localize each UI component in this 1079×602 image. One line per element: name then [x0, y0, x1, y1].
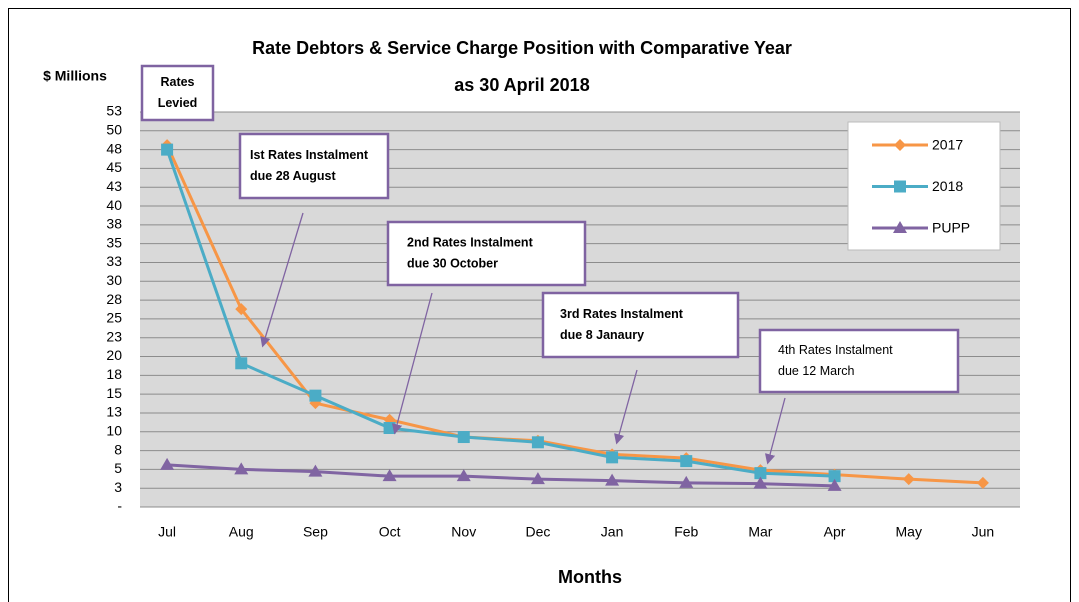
y-tick-label: 53 — [106, 103, 122, 119]
legend-label: 2017 — [932, 137, 963, 153]
y-tick-label: 40 — [106, 197, 122, 213]
chart-title: Rate Debtors & Service Charge Position w… — [252, 38, 792, 58]
annotation-text: due 30 October — [407, 256, 498, 270]
x-tick-label: Jun — [972, 524, 995, 540]
x-tick-label: Jul — [158, 524, 176, 540]
marker — [902, 473, 915, 486]
marker — [456, 469, 471, 482]
marker — [893, 221, 907, 233]
marker — [827, 478, 842, 491]
marker — [235, 303, 248, 316]
annotation-box — [541, 291, 740, 359]
y-tick-label: 10 — [106, 422, 122, 438]
annotation-box — [758, 328, 960, 394]
x-tick-label: Aug — [229, 524, 254, 540]
y-tick-label: 8 — [114, 441, 122, 457]
y-tick-label: 15 — [106, 385, 122, 401]
y-tick-label: 43 — [106, 178, 122, 194]
marker — [457, 431, 470, 444]
y-tick-label: 5 — [114, 460, 122, 476]
y-tick-label: - — [117, 498, 122, 514]
annotation-text: due 12 March — [778, 364, 854, 378]
annotation-arrow — [614, 369, 638, 445]
marker — [754, 467, 767, 480]
y-tick-label: 13 — [106, 404, 122, 420]
marker — [382, 469, 397, 482]
y-tick-label: 23 — [106, 328, 122, 344]
marker — [680, 455, 693, 468]
x-tick-label: Oct — [379, 524, 401, 540]
annotation-box — [140, 64, 215, 122]
annotation-arrow — [764, 397, 786, 465]
marker — [828, 470, 841, 483]
x-tick-label: Nov — [451, 524, 476, 540]
y-tick-label: 30 — [106, 272, 122, 288]
marker — [161, 143, 174, 156]
y-axis-label: $ Millions — [43, 68, 107, 84]
series-line — [165, 144, 983, 485]
x-tick-label: Mar — [748, 524, 772, 540]
legend-label: 2018 — [932, 178, 963, 194]
y-tick-label: 25 — [106, 310, 122, 326]
marker — [531, 436, 544, 449]
annotation-text: Rates — [160, 75, 194, 89]
marker — [235, 357, 248, 370]
x-tick-label: Sep — [303, 524, 328, 540]
marker — [234, 462, 249, 475]
marker — [679, 475, 694, 488]
y-tick-label: 35 — [106, 234, 122, 250]
y-tick-label: 28 — [106, 291, 122, 307]
marker — [605, 473, 620, 486]
y-tick-label: 48 — [106, 140, 122, 156]
x-tick-label: Apr — [824, 524, 846, 540]
y-tick-label: 3 — [114, 479, 122, 495]
annotation-text: due 28 August — [250, 169, 336, 183]
annotation-text: 2nd Rates Instalment — [407, 235, 534, 249]
x-tick-label: Feb — [674, 524, 698, 540]
annotation-box — [238, 132, 390, 200]
annotation-text: Ist Rates Instalment — [250, 148, 369, 162]
series-line — [165, 149, 835, 478]
marker — [530, 472, 545, 485]
marker — [753, 476, 768, 489]
y-tick-label: 18 — [106, 366, 122, 382]
marker — [160, 457, 175, 470]
x-tick-label: Dec — [525, 524, 550, 540]
y-tick-label: 45 — [106, 159, 122, 175]
x-axis-label: Months — [558, 567, 622, 587]
marker — [308, 464, 323, 477]
marker — [309, 389, 322, 402]
series-line — [166, 463, 835, 488]
y-tick-label: 20 — [106, 347, 122, 363]
marker — [976, 476, 989, 489]
annotation-text: 3rd Rates Instalment — [560, 307, 684, 321]
annotation-arrow — [391, 292, 433, 435]
annotation-text: Levied — [158, 96, 198, 110]
y-tick-label: 50 — [106, 122, 122, 138]
annotation-text: 4th Rates Instalment — [778, 343, 893, 357]
marker — [894, 139, 906, 151]
x-tick-label: May — [896, 524, 922, 540]
legend-label: PUPP — [932, 220, 970, 236]
frame — [8, 8, 1071, 602]
marker — [606, 451, 619, 464]
annotation-box — [386, 220, 587, 287]
y-tick-label: 38 — [106, 216, 122, 232]
marker — [894, 180, 906, 193]
x-tick-label: Jan — [601, 524, 624, 540]
y-tick-label: 33 — [106, 253, 122, 269]
annotation-text: due 8 Janaury — [560, 328, 644, 342]
annotation-arrow — [260, 212, 304, 348]
chart-title: as 30 April 2018 — [454, 75, 589, 95]
marker — [383, 422, 396, 434]
